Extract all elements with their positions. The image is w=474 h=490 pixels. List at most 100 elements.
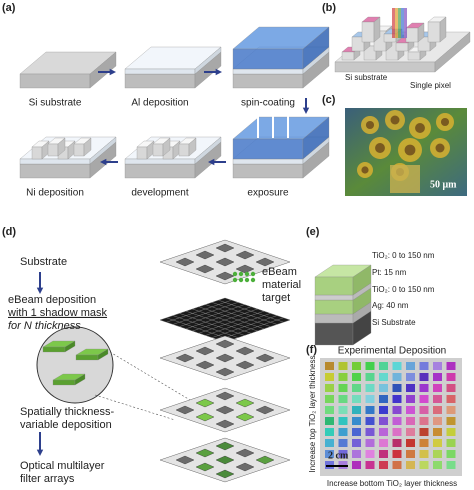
filter-swatch [379,373,388,381]
filter-pixel [215,441,235,451]
filter-pixel [235,360,255,370]
mask-line [192,308,258,332]
layer [314,299,354,315]
filter-pixel [215,469,235,479]
pillar [67,140,76,160]
substrate [232,73,304,89]
filter-pixel [215,405,235,415]
substrate [434,31,471,73]
axis-label: Increase bottom TiO₂ layer thickness [327,479,457,488]
filter-swatch [419,406,429,414]
zoom-pixel [52,379,76,386]
filter-swatch [433,373,442,381]
filter-pixel [235,264,255,274]
annotation: target [262,292,290,304]
filter-swatch [446,461,456,469]
filter-swatch [365,373,375,381]
step-label: spin-coating [241,98,295,109]
resist-layer [302,26,330,70]
source-dot [250,277,256,283]
pillar [188,137,197,157]
filter-pixel [255,455,275,465]
zoom-guide [109,351,191,401]
zoom-circle [36,326,114,404]
zoom-pixel [75,354,99,361]
filter-pixel [195,264,215,274]
panel-label: (a) [2,2,16,14]
filter-pixel [215,243,235,253]
filter-swatch [379,362,388,370]
step-label: eBeam deposition [8,294,96,306]
filter-swatch [392,417,402,425]
al-layer [232,158,304,165]
filter-swatch [338,406,348,414]
filter-swatch [392,439,402,447]
step-label: development [131,188,188,199]
filter-swatch [419,395,429,403]
filter-pixel [215,353,235,363]
pillar [83,137,92,157]
filter-swatch [406,406,415,414]
filter-swatch [338,395,348,403]
filter-swatch [325,373,334,381]
vase [390,165,420,193]
layer-label: Pt: 15 nm [372,268,407,277]
filter-swatch [419,428,429,436]
arrow-head [109,68,116,76]
pillar [152,143,164,157]
filter-swatch [352,428,361,436]
drawings [19,8,471,483]
filter-swatch [365,461,375,469]
filter-pixel [235,462,255,472]
filter-pixel [255,405,275,415]
pixel-pillar [439,16,447,43]
step-label: Si substrate [29,98,82,109]
annotation: Single pixel [410,81,451,90]
flower-center [415,123,425,133]
light-beam [392,8,395,38]
al-layer [194,46,222,75]
mask-line [205,313,271,336]
filter-swatch [379,439,388,447]
filter-pixel [235,346,255,356]
al-layer [232,68,304,75]
filter-pixel [215,257,235,267]
al-layer [124,158,196,165]
filter-pixel [235,250,255,260]
filter-swatch [446,428,456,436]
filter-pixel [175,353,195,363]
filter-swatch [325,428,334,436]
resist-layer [232,138,304,160]
filter-pixel [195,398,215,408]
axis-label: Increase top TiO₂ layer thickness [308,356,317,473]
arrow-head [208,158,215,166]
filter-swatch [392,406,402,414]
filter-swatch [352,406,361,414]
step-label: Substrate [20,256,67,268]
step-label: variable deposition [20,419,112,431]
filter-swatch [379,417,388,425]
mask-line [198,311,265,334]
zoom-guide [94,394,176,421]
filter-swatch [379,461,388,469]
filter-swatch [446,450,456,458]
zoom-pixel [97,348,109,361]
mask-line [218,300,284,323]
filter-pixel [215,367,235,377]
arrow-head [36,449,44,456]
step-label: Al deposition [131,98,188,109]
filter-swatch [446,384,456,392]
mask-line [218,317,284,340]
filter-swatch [379,450,388,458]
filter-swatch [406,450,415,458]
filter-pixel [235,412,255,422]
filter-swatch [392,461,402,469]
mask-line [211,315,278,338]
flower-center [365,120,375,130]
filter-pixel [175,257,195,267]
zoom-pixel [42,346,66,353]
al-layer [19,158,91,165]
pixel-pillar [373,16,381,43]
substrate [124,73,196,89]
